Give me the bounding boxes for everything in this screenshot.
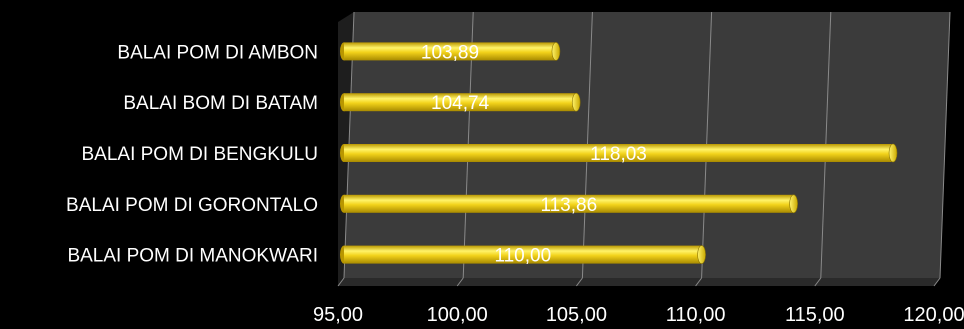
floor-gridline-3 — [695, 277, 702, 287]
x-tick-label-4: 115,00 — [785, 304, 845, 326]
floor-gridline-4 — [814, 277, 822, 287]
category-label-1: BALAI BOM DI BATAM — [123, 93, 318, 114]
floor-gridline-1 — [456, 277, 464, 287]
x-tick-label-3: 110,00 — [666, 304, 726, 326]
x-tick-label-5: 120,00 — [903, 304, 964, 326]
gridline-5 — [939, 11, 951, 279]
data-label-0: 103,89 — [421, 42, 479, 63]
x-tick-label-1: 100,00 — [427, 304, 488, 326]
bar-0 — [340, 42, 561, 61]
category-label-0: BALAI POM DI AMBON — [117, 42, 318, 63]
bar-1 — [340, 92, 581, 112]
x-tick-label-2: 105,00 — [546, 304, 607, 326]
data-labels: 103,89 104,74 118,03 113,86 110,00 — [421, 42, 647, 266]
data-label-4: 110,00 — [494, 246, 551, 267]
x-tick-label-0: 95,00 — [313, 304, 363, 326]
floor-gridline-0 — [337, 277, 345, 287]
floor — [338, 278, 940, 286]
data-label-2: 118,03 — [590, 144, 647, 165]
floor-gridline-2 — [576, 277, 583, 287]
floor-gridline-5 — [933, 277, 941, 287]
bar-4 — [340, 245, 706, 264]
category-label-4: BALAI POM DI MANOKWARI — [67, 246, 318, 267]
data-label-3: 113,86 — [540, 195, 597, 216]
category-label-3: BALAI POM DI GORONTALO — [66, 195, 318, 216]
data-label-1: 104,74 — [431, 93, 490, 114]
bar-series — [340, 42, 898, 264]
bar-2 — [340, 143, 898, 163]
category-axis-labels: BALAI POM DI AMBON BALAI BOM DI BATAM BALA… — [66, 42, 318, 266]
category-label-2: BALAI POM DI BENGKULU — [81, 144, 318, 165]
value-axis-labels: 95,00 100,00 105,00 110,00 115,00 120,00 — [313, 304, 964, 326]
bar-3 — [340, 194, 798, 214]
